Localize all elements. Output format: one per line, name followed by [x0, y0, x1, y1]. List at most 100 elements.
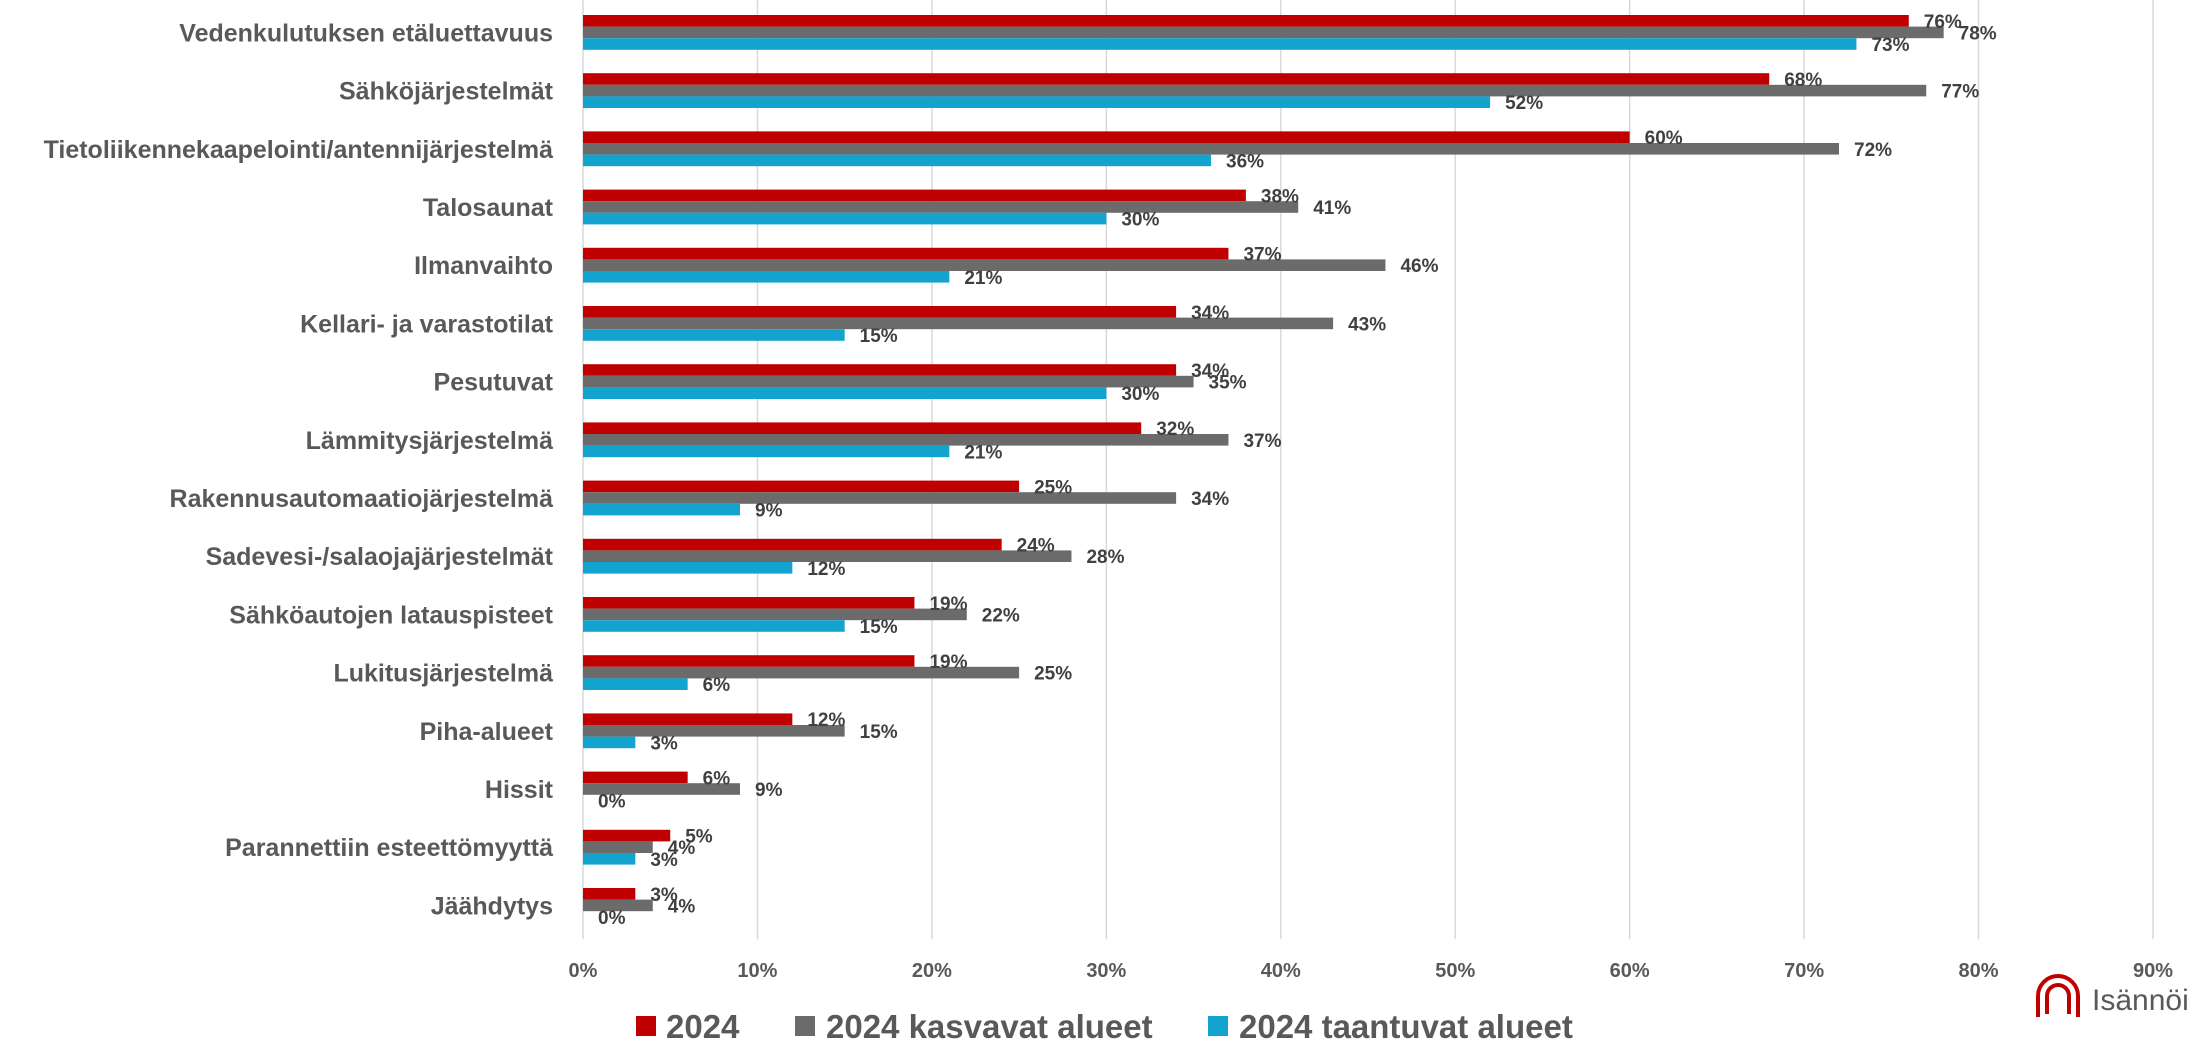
data-label: 37% — [1243, 431, 1281, 452]
category-label: Rakennusautomaatiojärjestelmä — [170, 485, 554, 513]
data-label: 34% — [1191, 303, 1229, 324]
data-label: 4% — [668, 896, 696, 917]
legend-swatch — [636, 1016, 656, 1036]
data-label: 68% — [1784, 70, 1822, 91]
bar — [583, 364, 1177, 376]
category-label: Kellari- ja varastotilat — [300, 310, 554, 338]
bar — [583, 247, 1229, 260]
x-tick-label: 40% — [1261, 960, 1301, 982]
x-axis-ticks: 0% 10% 20% 30% 40% 50% 60% 70% 80% 90% — [569, 960, 2174, 982]
bar — [583, 771, 688, 784]
legend-swatch — [1208, 1016, 1228, 1036]
x-tick-label: 70% — [1784, 960, 1824, 982]
data-label: 24% — [1017, 536, 1055, 557]
bar — [583, 713, 793, 725]
category-label: Sähköautojen latauspisteet — [229, 601, 553, 629]
logo-text: Isännöi — [2092, 984, 2189, 1017]
bar — [583, 317, 1334, 330]
data-label: 34% — [1191, 361, 1229, 382]
legend-label: 2024 taantuvat alueet — [1239, 1008, 1573, 1042]
x-tick-label: 10% — [737, 960, 777, 982]
bar — [583, 96, 1491, 108]
category-label: Lämmitysjärjestelmä — [306, 427, 553, 455]
bar — [583, 829, 671, 842]
bar — [583, 38, 1857, 50]
company-logo: Isännöi — [2036, 974, 2189, 1017]
data-label: 37% — [1243, 245, 1281, 266]
data-label: 25% — [1034, 477, 1072, 498]
data-label: 30% — [1121, 384, 1159, 405]
bar — [583, 841, 653, 853]
bar — [583, 736, 636, 749]
data-label: 3% — [650, 850, 678, 871]
x-tick-label: 80% — [1959, 960, 1999, 982]
bar — [583, 899, 653, 912]
data-label: 0% — [598, 792, 626, 813]
data-label: 15% — [860, 722, 898, 743]
bar — [583, 387, 1107, 399]
data-label: 9% — [755, 780, 783, 801]
category-label: Hissit — [485, 776, 554, 804]
bar — [583, 26, 1944, 39]
category-labels: Vedenkulutuksen etäluettavuus Sähköjärjes… — [44, 19, 554, 920]
category-label: Pesutuvat — [434, 369, 554, 397]
legend-label: 2024 kasvavat alueet — [826, 1008, 1153, 1042]
category-label: Piha-alueet — [420, 718, 554, 746]
category-label: Ilmanvaihto — [414, 252, 553, 280]
data-label: 19% — [929, 594, 967, 615]
legend: 2024 2024 kasvavat alueet 2024 taantuvat a… — [636, 1008, 1573, 1045]
data-label: 25% — [1034, 664, 1072, 685]
data-label: 19% — [929, 652, 967, 673]
data-label: 76% — [1924, 12, 1962, 33]
data-label: 41% — [1313, 198, 1351, 219]
category-label: Sähköjärjestelmät — [339, 78, 554, 106]
data-label: 15% — [860, 617, 898, 638]
data-label: 35% — [1209, 373, 1247, 394]
bar — [583, 445, 950, 458]
data-label: 3% — [650, 733, 678, 754]
bar — [583, 620, 845, 632]
bar — [583, 84, 1927, 97]
data-label: 60% — [1645, 128, 1683, 149]
bar — [583, 154, 1211, 167]
bar — [583, 655, 915, 667]
bar — [583, 73, 1770, 85]
bar — [583, 271, 950, 283]
x-tick-label: 90% — [2133, 960, 2173, 982]
bar — [583, 201, 1299, 213]
bar — [583, 375, 1194, 388]
bar — [583, 143, 1839, 155]
data-label: 43% — [1348, 314, 1386, 335]
category-label: Tietoliikennekaapelointi/antennijärjeste… — [44, 136, 554, 164]
data-label: 73% — [1871, 35, 1909, 56]
data-label: 77% — [1941, 82, 1979, 103]
data-label: 28% — [1086, 547, 1124, 568]
data-label: 0% — [598, 908, 626, 929]
bar — [583, 434, 1229, 446]
data-label: 21% — [964, 268, 1002, 289]
x-tick-label: 60% — [1610, 960, 1650, 982]
category-label: Jäähdytys — [431, 892, 553, 920]
bars — [583, 15, 1944, 912]
x-tick-label: 20% — [912, 960, 952, 982]
bar — [583, 189, 1246, 202]
bar — [583, 562, 793, 574]
bar — [583, 597, 915, 609]
bar — [583, 422, 1142, 434]
data-labels: 76% 68% 60% 38% 37% 34% 34% 32% 25% 24% 19% 19% 12% 6… — [598, 12, 1997, 929]
category-label: Lukitusjärjestelmä — [333, 660, 553, 688]
data-label: 12% — [807, 559, 845, 580]
legend-swatch — [795, 1016, 815, 1036]
x-tick-label: 50% — [1435, 960, 1475, 982]
bar — [583, 212, 1107, 225]
bar — [583, 492, 1177, 504]
bar — [583, 15, 1909, 27]
data-label: 38% — [1261, 186, 1299, 207]
legend-label: 2024 — [666, 1008, 740, 1042]
data-label: 52% — [1505, 93, 1543, 114]
data-label: 22% — [982, 605, 1020, 626]
data-label: 21% — [964, 442, 1002, 463]
data-label: 30% — [1121, 210, 1159, 231]
